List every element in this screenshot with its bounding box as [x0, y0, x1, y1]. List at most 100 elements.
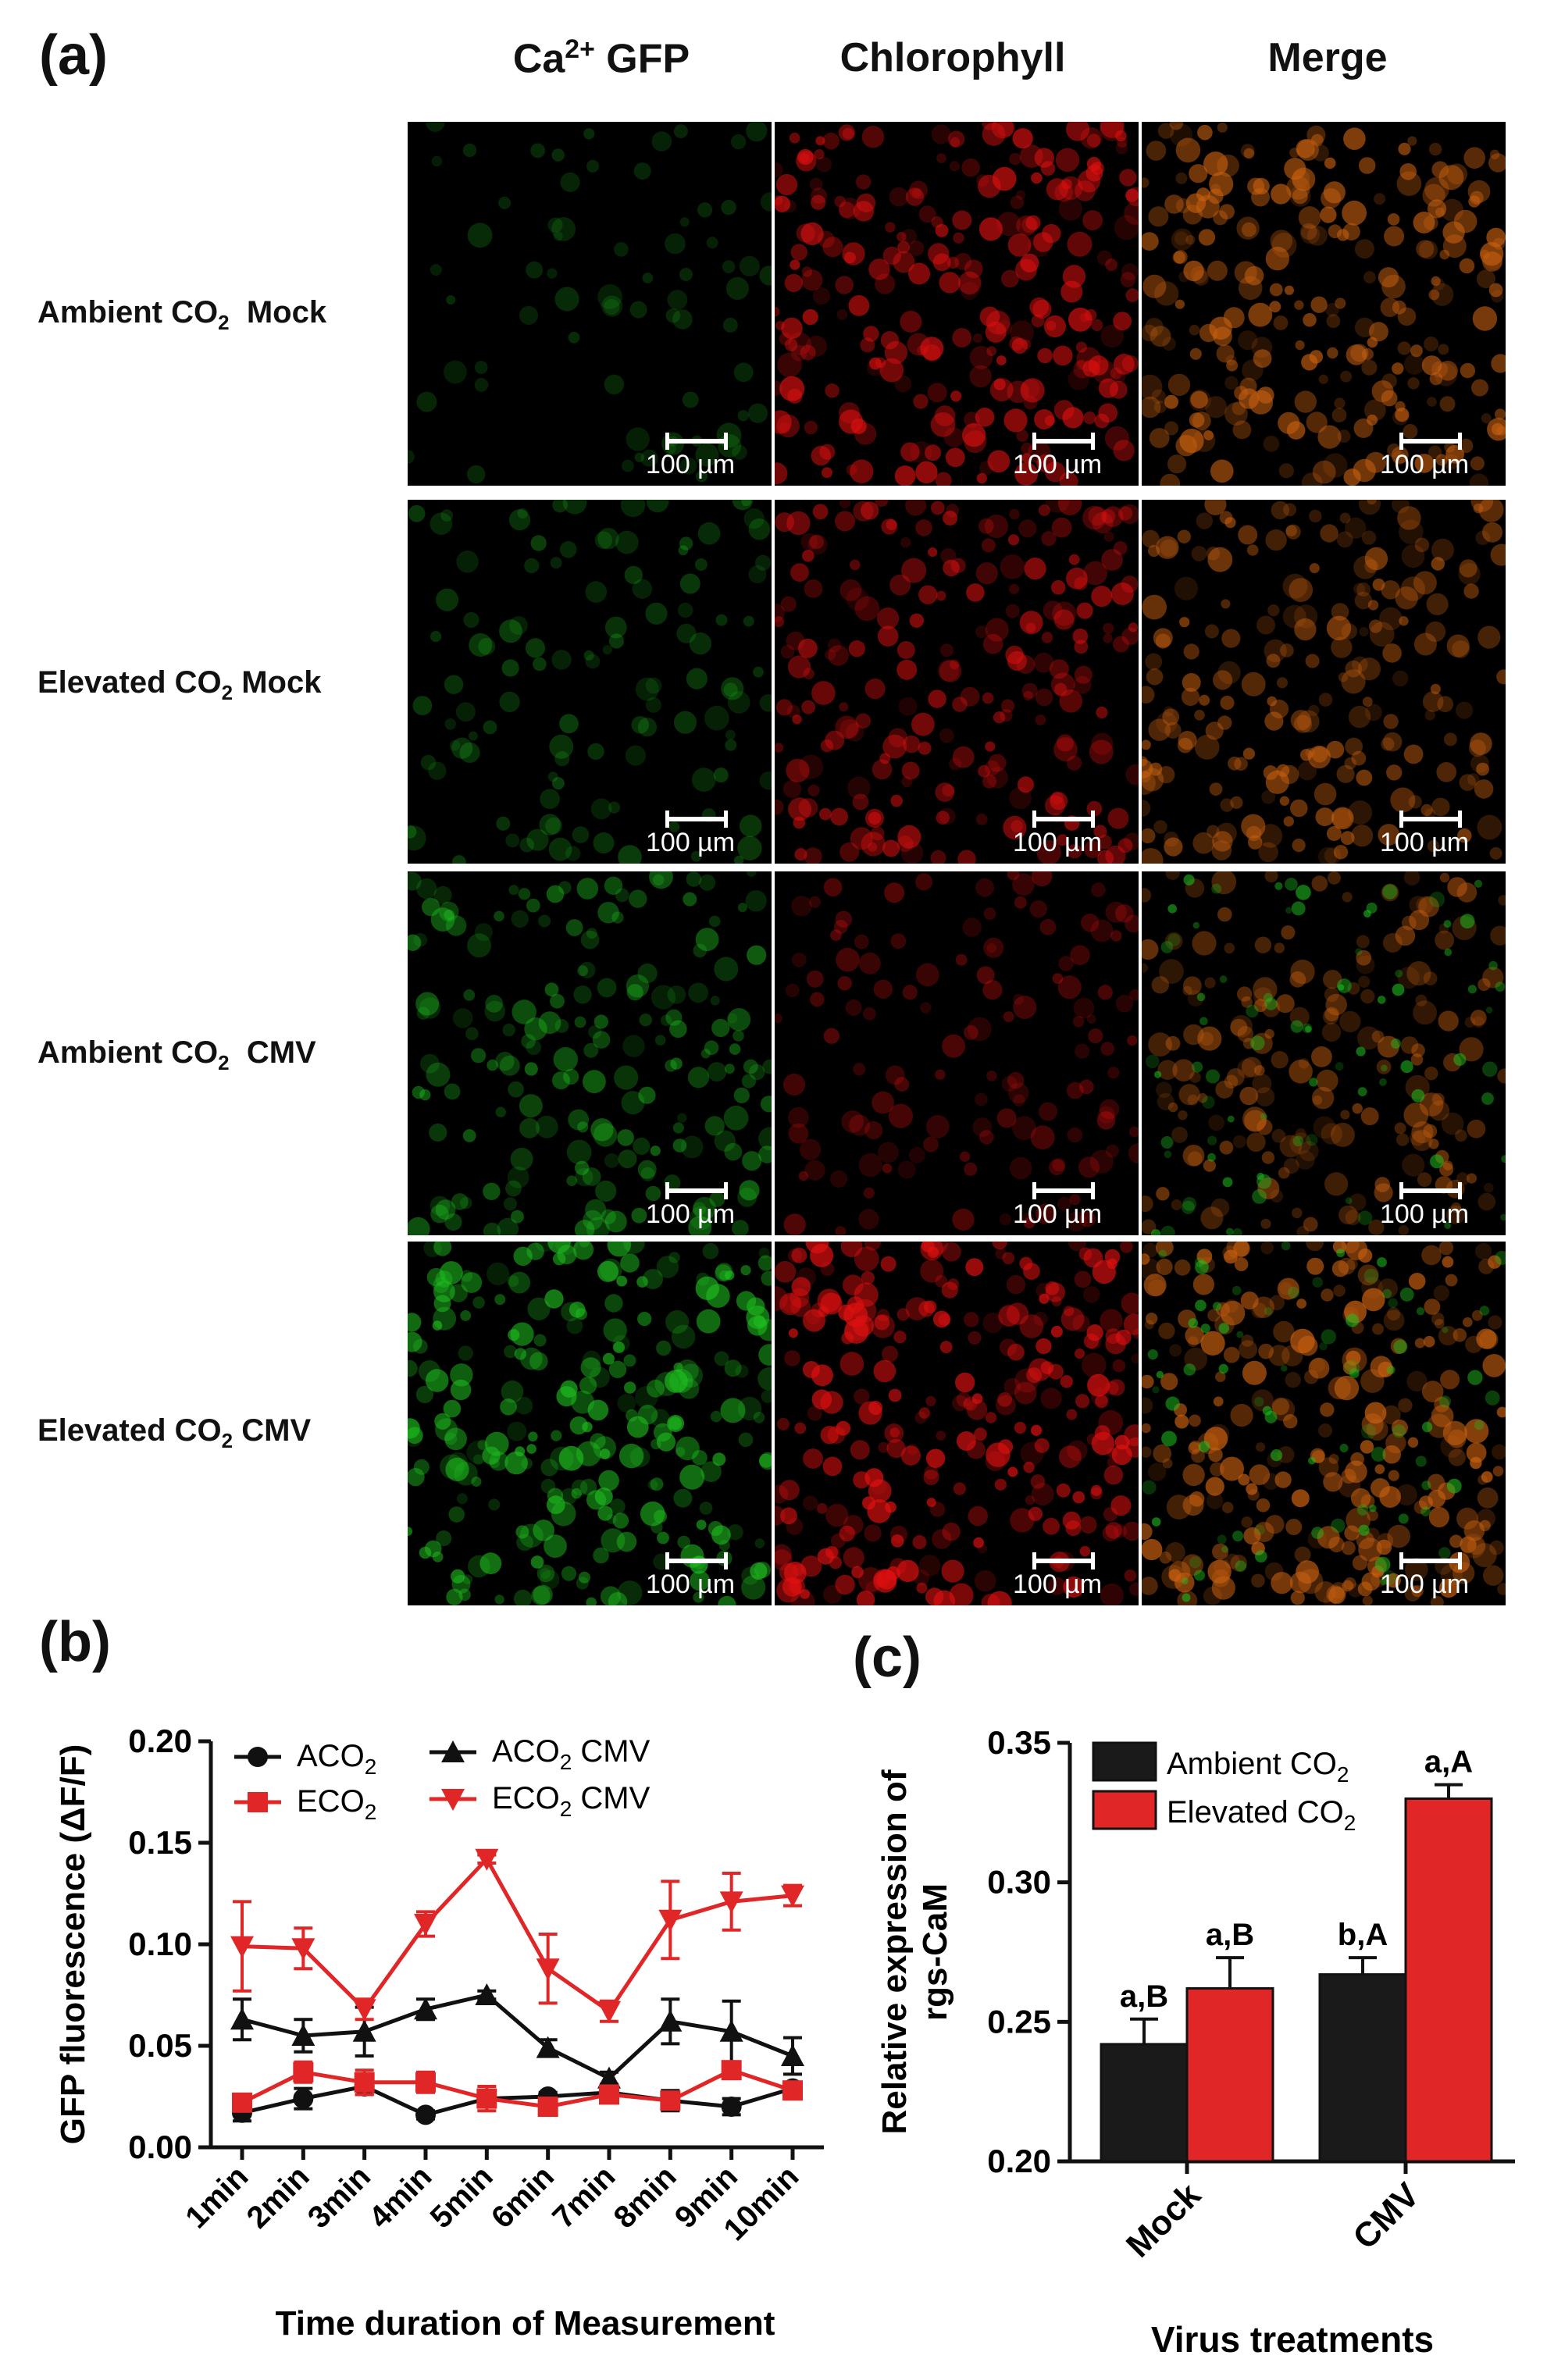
data-point [475, 1848, 499, 1871]
scale-bar [665, 1552, 728, 1569]
scale-bar [1399, 1182, 1462, 1199]
y-axis-label: Relative expression of [875, 1769, 914, 2134]
series-line [241, 2068, 793, 2109]
series-aco2 [232, 2076, 803, 2125]
data-point [415, 2072, 436, 2093]
legend-label: Elevated CO2 [1167, 1795, 1356, 1835]
data-point [415, 2104, 436, 2125]
micrograph-merge-row-1: 100 µm [1142, 122, 1506, 486]
scale-bar [665, 1182, 728, 1199]
y-tick-label: 0.25 [987, 2003, 1051, 2040]
x-tick-label: 8min [608, 2159, 683, 2235]
micrograph-gfp-row-3: 100 µm [408, 871, 772, 1235]
data-point [441, 1789, 465, 1811]
data-point [414, 1997, 437, 2020]
row-label-elevated-mock: Elevated CO2 Mock [37, 665, 322, 704]
significance-label: a,A [1424, 1745, 1473, 1780]
scale-bar [1032, 1182, 1095, 1199]
micrograph-merge-row-2: 100 µm [1142, 500, 1506, 864]
data-point [293, 2061, 314, 2082]
micrograph-gfp-row-4: 100 µm [408, 1242, 772, 1605]
micrograph-chlorophyll-row-2: 100 µm [775, 500, 1139, 864]
legend-label: Ambient CO2 [1167, 1747, 1349, 1787]
scale-bar-label: 100 µm [646, 450, 736, 479]
scale-bar-label: 100 µm [1380, 450, 1470, 479]
column-header-merge: Merge [1267, 35, 1388, 80]
data-point [719, 1891, 743, 1914]
x-axis-label: Time duration of Measurement [276, 2304, 775, 2343]
data-point [414, 1914, 437, 1936]
data-point [230, 2008, 254, 2030]
bar-chart-rgs-cam-expression: 0.20 0.25 0.30 0.35 a,B a,B Mock b,A a,A CMV Relat… [875, 1724, 1515, 2360]
data-point [248, 1792, 268, 1812]
x-tick-label: CMV [1346, 2175, 1427, 2257]
data-point [441, 1740, 465, 1762]
legend-item: Ambient CO2 [1092, 1741, 1349, 1787]
panel-c-letter: (c) [853, 1626, 921, 1689]
x-tick-label: 1min [179, 2159, 255, 2235]
data-point [291, 1938, 315, 1961]
y-tick-label: 0.10 [128, 1926, 192, 1962]
data-point [721, 2097, 742, 2117]
scale-bar-label: 100 µm [1013, 828, 1103, 857]
legend-label: ECO2 CMV [492, 1781, 651, 1821]
bar [1100, 2043, 1189, 2163]
x-tick-label: 7min [546, 2159, 622, 2235]
legend-label: ACO2 CMV [492, 1734, 651, 1774]
data-point [354, 2072, 375, 2093]
scale-bar [1032, 433, 1095, 450]
data-point [658, 1909, 683, 1932]
y-tick-label: 0.00 [128, 2129, 192, 2165]
scale-bar-label: 100 µm [1380, 1199, 1470, 1229]
significance-label: a,B [1120, 1979, 1168, 2014]
data-point [291, 2024, 315, 2046]
column-header-chlorophyll: Chlorophyll [839, 35, 1066, 80]
x-tick-label: 2min [241, 2159, 316, 2235]
series-line [241, 2084, 793, 2118]
y-axis-label: rgs-CaM [916, 1883, 954, 2021]
series-eco2 [232, 2060, 803, 2117]
panel-a-letter: (a) [39, 24, 108, 87]
data-point [536, 1958, 560, 1981]
data-point [721, 2060, 742, 2081]
bar [1318, 1973, 1407, 2163]
column-header-gfp: Ca2+ GFP [512, 34, 690, 82]
micrograph-merge-row-3: 100 µm [1142, 871, 1506, 1235]
micrograph-chlorophyll-row-3: 100 µm [775, 871, 1139, 1235]
bar [1185, 1986, 1274, 2163]
data-point [597, 2001, 621, 2023]
row-label-elevated-cmv: Elevated CO2 CMV [37, 1413, 312, 1452]
data-point [232, 2092, 252, 2113]
scale-bar-label: 100 µm [646, 828, 736, 857]
significance-label: b,A [1338, 1918, 1388, 1952]
data-point [537, 2097, 558, 2117]
micrograph-chlorophyll-row-1: 100 µm [775, 122, 1139, 486]
y-tick-label: 0.20 [987, 2143, 1051, 2179]
y-tick-label: 0.15 [128, 1824, 192, 1861]
y-tick-label: 0.35 [987, 1724, 1051, 1761]
micrograph-gfp-row-1: 100 µm [408, 122, 772, 486]
legend-item: ACO2 CMV [430, 1734, 651, 1774]
scale-bar-label: 100 µm [1380, 828, 1470, 857]
y-tick-label: 0.05 [128, 2027, 192, 2064]
legend-item: ECO2 [234, 1784, 376, 1824]
x-tick-label: 5min [424, 2159, 500, 2235]
scale-bar-label: 100 µm [1013, 1199, 1103, 1229]
data-point [476, 2088, 497, 2109]
row-label-ambient-cmv: Ambient CO2 CMV [37, 1035, 316, 1074]
data-point [352, 2019, 376, 2042]
series-eco2-cmv [230, 1848, 804, 2023]
scale-bar-label: 100 µm [1013, 1569, 1103, 1599]
bar [1404, 1797, 1493, 2163]
scale-bar [1399, 433, 1462, 450]
series-line [241, 1993, 793, 2081]
legend-label: ECO2 [297, 1784, 376, 1824]
micrograph-gfp-row-2: 100 µm [408, 500, 772, 864]
y-tick-label: 0.20 [128, 1723, 192, 1759]
scale-bar [665, 811, 728, 828]
data-point [475, 1983, 499, 2005]
x-tick-label: 3min [301, 2159, 377, 2235]
scale-bar-label: 100 µm [646, 1569, 736, 1599]
panel-b-letter: (b) [39, 1611, 111, 1673]
y-axis-label: GFP fluorescence (ΔF/F) [54, 1744, 92, 2144]
